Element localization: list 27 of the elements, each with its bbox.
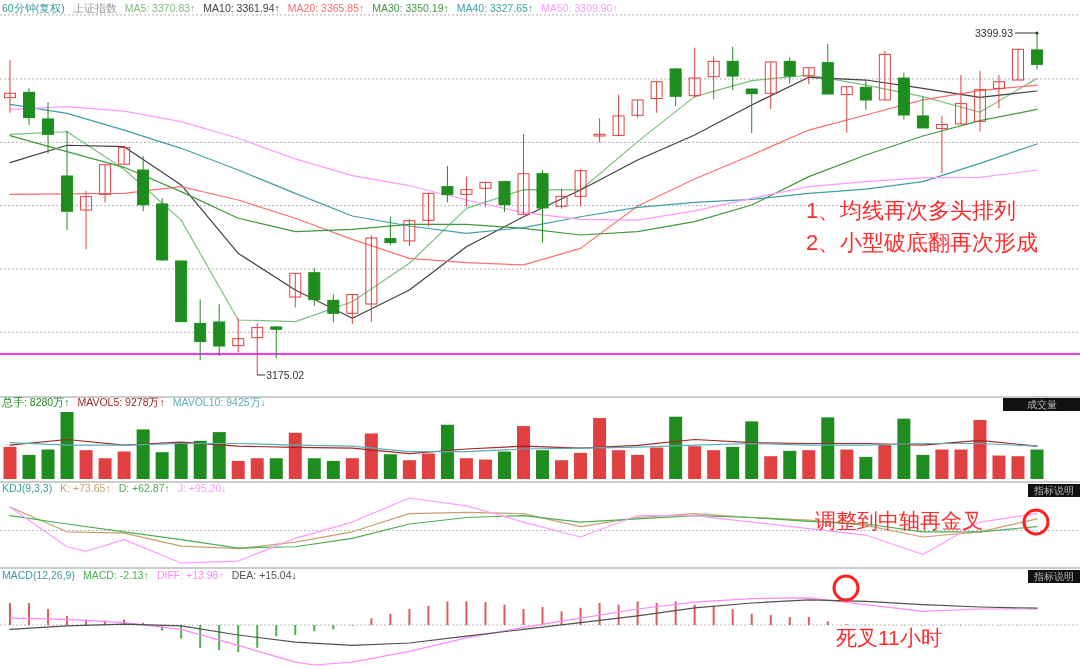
chart-title: 60分钟(复权) [2,2,65,14]
text: D: +62.87↑ [118,482,170,494]
text: MA40: 3327.65↑ [456,2,534,14]
text: K: +73.65↑ [60,482,111,494]
text: MAVOL5: 9278万↑ [77,396,165,408]
text: MA50: 3309.90↑ [541,2,618,14]
text: MAVOL10: 9425万↓ [172,396,266,408]
text: MA20: 3365.85↑ [287,2,365,14]
text: MACD: -2.13↑ [82,569,149,581]
text: MA10: 3361.94↑ [203,2,280,14]
text: MA5: 3370.83↑ [124,2,196,14]
text: MA30: 3350.19↑ [372,2,449,14]
annotation: 1、均线再次多头排列 [806,198,1017,223]
annotation: 3399.93 [975,27,1014,39]
annotation: 2、小型破底翻再次形成 [806,230,1039,255]
annotation: 死叉11小时 [836,626,942,649]
text: J: +95.20↓ [177,482,227,494]
chart-title: KDJ(9,3,3) [2,482,53,494]
text: DEA: +15.04↓ [231,569,297,581]
text: 指标说明 [1033,571,1074,582]
annotation: 3175.02 [266,369,305,381]
text: 指标说明 [1033,485,1074,496]
chart-title: MACD(12,26,9) [2,569,75,581]
chart-subtitle: 上证指数 [72,2,117,14]
text: 成交量 [1026,399,1057,410]
text: DIFF: +13.98↑ [156,569,224,581]
series-label: 总手: 8280万↑ [1,396,70,408]
